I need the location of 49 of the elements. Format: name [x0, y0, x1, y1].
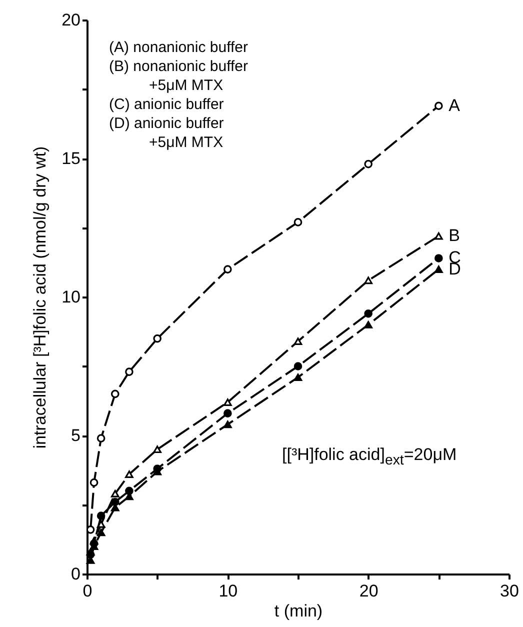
point — [434, 254, 443, 262]
annotation: (A) nonanionic buffer — [109, 38, 248, 57]
x-tick-label: 30 — [500, 582, 519, 600]
point — [364, 320, 372, 328]
y-tick-label: 0 — [71, 564, 80, 584]
point — [125, 486, 134, 496]
point — [153, 446, 162, 454]
annotation: +5μM MTX — [149, 133, 224, 152]
point — [224, 409, 232, 418]
point — [364, 160, 372, 168]
y-tick-label: 15 — [62, 149, 80, 168]
annotation: +5μM MTX — [149, 76, 224, 95]
x-tick-label: 20 — [359, 582, 378, 600]
x-tick-label: 0 — [82, 582, 92, 600]
point — [294, 362, 302, 370]
point — [90, 478, 98, 487]
point — [125, 368, 134, 376]
y-tick-label: 10 — [62, 288, 80, 306]
y-axis-title: intracellular [³H]folic acid (nmol/g dry wt) — [30, 146, 50, 449]
point — [294, 338, 302, 346]
point — [110, 498, 120, 506]
point — [434, 266, 443, 274]
x-tick-label: 10 — [218, 582, 238, 600]
point — [153, 334, 162, 343]
point — [110, 390, 120, 398]
point — [96, 512, 106, 520]
series-label: B — [448, 226, 460, 246]
point — [434, 102, 443, 110]
point — [364, 309, 372, 318]
x-axis-title: t (min) — [274, 602, 323, 620]
series-label: A — [448, 96, 461, 115]
annotation: (D) anionic buffer — [109, 114, 224, 133]
point — [96, 434, 106, 442]
point — [86, 526, 95, 534]
point — [224, 398, 232, 406]
point — [110, 490, 120, 498]
point — [364, 276, 372, 284]
annotation: (B) nonanionic buffer — [109, 57, 248, 76]
annotation: [[³H]folic acid]$_{ext}$=20μM — [282, 445, 457, 470]
point — [434, 232, 443, 240]
point — [224, 265, 232, 274]
point — [294, 218, 302, 226]
point — [96, 528, 106, 536]
annotation: (C) anionic buffer — [109, 95, 224, 114]
y-tick-label: 20 — [62, 10, 80, 30]
point — [294, 374, 302, 382]
point — [224, 420, 232, 428]
point — [125, 470, 134, 478]
y-tick-label: 5 — [71, 426, 80, 445]
